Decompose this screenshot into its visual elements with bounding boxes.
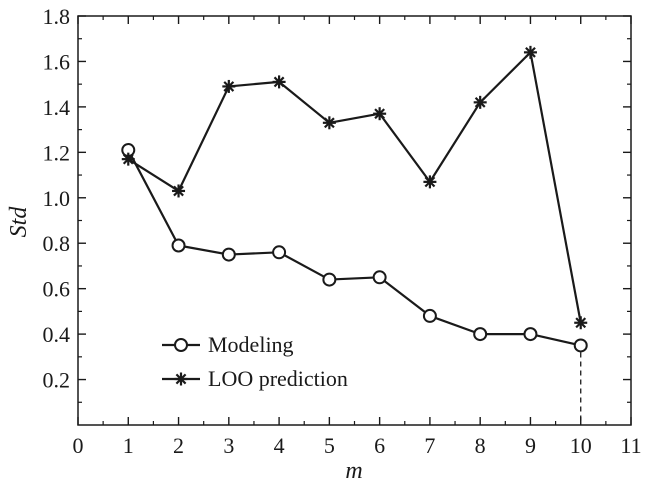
modeling-point bbox=[422, 308, 437, 323]
asterisk-stroke bbox=[223, 81, 235, 92]
legend-label: Modeling bbox=[208, 332, 294, 357]
y-tick-label: 1.4 bbox=[43, 95, 71, 120]
series-loo-prediction bbox=[121, 45, 588, 330]
y-tick-label: 0.6 bbox=[43, 277, 71, 302]
modeling-point bbox=[171, 238, 186, 253]
asterisk-stroke bbox=[273, 76, 285, 88]
axis-ticks bbox=[77, 15, 632, 425]
legend-label: LOO prediction bbox=[208, 366, 348, 391]
modeling-point bbox=[473, 327, 488, 342]
asterisk-stroke bbox=[173, 185, 184, 197]
x-tick-label: 2 bbox=[173, 433, 184, 458]
asterisk-stroke bbox=[575, 317, 587, 329]
asterisk-stroke bbox=[374, 108, 386, 120]
tick-labels: 0 1 2 3 4 5 6 7 8 9 10 11 0.2 0.4 0.6 0.8 1.0 1.2 1.4 1.6 1.… bbox=[43, 4, 642, 458]
legend-asterisk-marker bbox=[174, 372, 188, 386]
asterisk-stroke bbox=[424, 176, 436, 188]
loo-prediction-point bbox=[473, 95, 487, 109]
asterisk-stroke bbox=[175, 373, 187, 385]
legend-circle-marker bbox=[174, 338, 188, 352]
loo-prediction-point bbox=[574, 316, 588, 330]
loo-prediction-line bbox=[127, 51, 582, 323]
x-tick-label: 1 bbox=[123, 433, 134, 458]
modeling-point bbox=[523, 327, 538, 342]
y-tick-label: 1.2 bbox=[43, 140, 71, 165]
legend: Modeling LOO prediction bbox=[162, 332, 348, 391]
modeling-point bbox=[573, 338, 588, 353]
loo-prediction-point bbox=[523, 45, 537, 59]
x-tick-label: 9 bbox=[525, 433, 536, 458]
asterisk-stroke bbox=[474, 96, 486, 108]
loo-prediction-point bbox=[272, 75, 286, 89]
y-tick-label: 0.8 bbox=[43, 231, 71, 256]
y-tick-label: 1.6 bbox=[43, 49, 71, 74]
asterisk-stroke bbox=[122, 153, 134, 165]
x-tick-label: 11 bbox=[620, 433, 641, 458]
series-layer bbox=[121, 45, 588, 353]
x-tick-label: 0 bbox=[73, 433, 84, 458]
x-tick-label: 10 bbox=[570, 433, 592, 458]
y-axis-title: Std bbox=[6, 206, 32, 238]
loo-prediction-point bbox=[121, 152, 135, 166]
legend-item-loo-prediction: LOO prediction bbox=[162, 366, 348, 391]
x-tick-label: 3 bbox=[223, 433, 234, 458]
y-tick-label: 0.4 bbox=[43, 322, 71, 347]
x-tick-label: 4 bbox=[274, 433, 285, 458]
modeling-line bbox=[127, 149, 581, 347]
series-modeling bbox=[121, 143, 588, 353]
loo-prediction-point bbox=[322, 116, 336, 130]
x-axis-title: m bbox=[345, 458, 362, 484]
asterisk-stroke bbox=[525, 46, 536, 58]
x-tick-label: 8 bbox=[475, 433, 486, 458]
y-tick-label: 1.0 bbox=[43, 186, 71, 211]
y-tick-label: 0.2 bbox=[43, 368, 71, 393]
modeling-point bbox=[221, 247, 236, 262]
loo-prediction-point bbox=[222, 79, 236, 93]
plot-frame bbox=[77, 15, 632, 426]
loo-prediction-point bbox=[373, 107, 387, 121]
loo-prediction-point bbox=[423, 175, 437, 189]
asterisk-stroke bbox=[323, 117, 335, 129]
modeling-point bbox=[372, 270, 387, 285]
x-tick-label: 7 bbox=[424, 433, 435, 458]
loo-prediction-point bbox=[172, 184, 186, 198]
y-tick-label: 1.8 bbox=[43, 4, 71, 29]
modeling-point bbox=[272, 245, 287, 260]
modeling-point bbox=[322, 272, 337, 287]
legend-item-modeling: Modeling bbox=[162, 332, 294, 357]
x-tick-label: 5 bbox=[324, 433, 335, 458]
x-tick-label: 6 bbox=[374, 433, 385, 458]
